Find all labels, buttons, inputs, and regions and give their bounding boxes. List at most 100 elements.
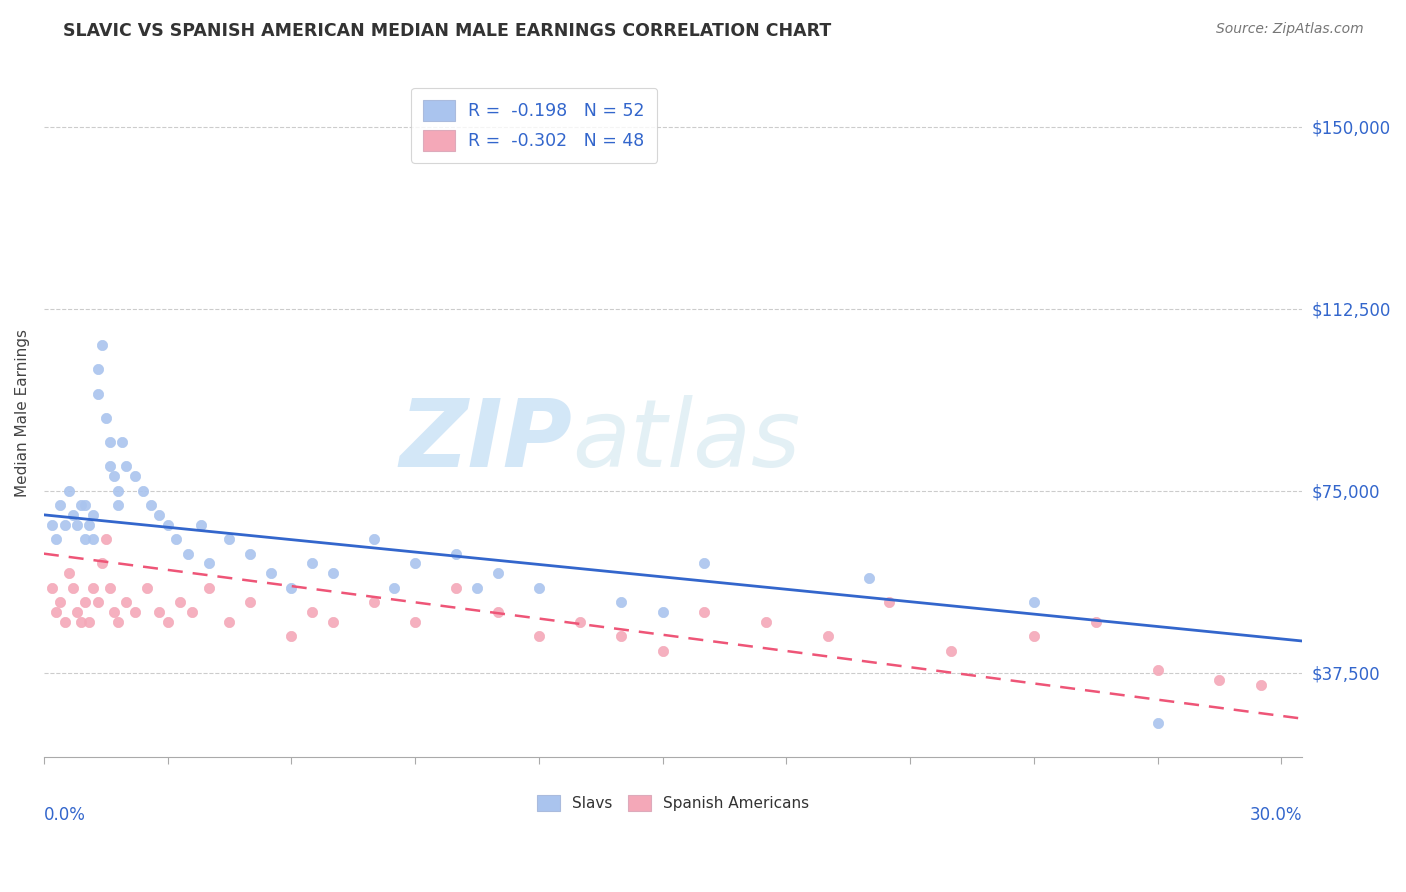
- Point: [124, 469, 146, 483]
- Point: [218, 532, 240, 546]
- Point: [86, 362, 108, 376]
- Point: [817, 629, 839, 643]
- Point: [90, 557, 112, 571]
- Point: [98, 435, 121, 450]
- Point: [82, 532, 104, 546]
- Point: [858, 571, 880, 585]
- Point: [363, 532, 385, 546]
- Point: [1084, 615, 1107, 629]
- Point: [70, 498, 93, 512]
- Point: [132, 483, 155, 498]
- Point: [82, 581, 104, 595]
- Point: [58, 566, 80, 580]
- Point: [260, 566, 283, 580]
- Point: [98, 581, 121, 595]
- Point: [363, 595, 385, 609]
- Point: [66, 517, 89, 532]
- Point: [115, 595, 138, 609]
- Point: [45, 532, 67, 546]
- Point: [322, 566, 344, 580]
- Point: [98, 459, 121, 474]
- Point: [941, 643, 963, 657]
- Point: [486, 605, 509, 619]
- Text: atlas: atlas: [572, 395, 800, 486]
- Point: [86, 386, 108, 401]
- Point: [136, 581, 159, 595]
- Point: [1022, 629, 1045, 643]
- Text: 30.0%: 30.0%: [1250, 805, 1302, 823]
- Point: [107, 483, 129, 498]
- Point: [41, 517, 63, 532]
- Point: [610, 595, 633, 609]
- Point: [45, 605, 67, 619]
- Point: [107, 615, 129, 629]
- Point: [198, 581, 221, 595]
- Point: [446, 547, 468, 561]
- Point: [41, 581, 63, 595]
- Point: [70, 615, 93, 629]
- Point: [75, 595, 97, 609]
- Point: [90, 338, 112, 352]
- Point: [322, 615, 344, 629]
- Point: [527, 581, 550, 595]
- Point: [75, 532, 97, 546]
- Point: [148, 508, 170, 522]
- Point: [169, 595, 191, 609]
- Point: [156, 615, 179, 629]
- Point: [148, 605, 170, 619]
- Point: [86, 595, 108, 609]
- Point: [82, 508, 104, 522]
- Point: [177, 547, 200, 561]
- Point: [1022, 595, 1045, 609]
- Point: [53, 615, 76, 629]
- Point: [569, 615, 592, 629]
- Point: [879, 595, 901, 609]
- Text: ZIP: ZIP: [399, 394, 572, 486]
- Point: [111, 435, 134, 450]
- Legend: Slavs, Spanish Americans: Slavs, Spanish Americans: [529, 788, 817, 819]
- Point: [280, 581, 302, 595]
- Point: [190, 517, 212, 532]
- Point: [465, 581, 488, 595]
- Point: [404, 557, 426, 571]
- Point: [77, 517, 100, 532]
- Point: [198, 557, 221, 571]
- Point: [115, 459, 138, 474]
- Point: [1250, 678, 1272, 692]
- Point: [75, 498, 97, 512]
- Point: [58, 483, 80, 498]
- Point: [1146, 663, 1168, 677]
- Point: [53, 517, 76, 532]
- Point: [651, 643, 673, 657]
- Point: [610, 629, 633, 643]
- Point: [124, 605, 146, 619]
- Point: [49, 498, 72, 512]
- Point: [62, 581, 84, 595]
- Point: [103, 469, 125, 483]
- Point: [239, 547, 262, 561]
- Point: [280, 629, 302, 643]
- Point: [62, 508, 84, 522]
- Text: 0.0%: 0.0%: [44, 805, 86, 823]
- Point: [156, 517, 179, 532]
- Point: [107, 498, 129, 512]
- Point: [486, 566, 509, 580]
- Point: [651, 605, 673, 619]
- Point: [446, 581, 468, 595]
- Point: [404, 615, 426, 629]
- Point: [301, 605, 323, 619]
- Point: [693, 557, 716, 571]
- Point: [77, 615, 100, 629]
- Text: SLAVIC VS SPANISH AMERICAN MEDIAN MALE EARNINGS CORRELATION CHART: SLAVIC VS SPANISH AMERICAN MEDIAN MALE E…: [63, 22, 831, 40]
- Y-axis label: Median Male Earnings: Median Male Earnings: [15, 329, 30, 497]
- Point: [94, 410, 117, 425]
- Point: [181, 605, 204, 619]
- Point: [165, 532, 187, 546]
- Point: [1208, 673, 1230, 687]
- Text: Source: ZipAtlas.com: Source: ZipAtlas.com: [1216, 22, 1364, 37]
- Point: [693, 605, 716, 619]
- Point: [49, 595, 72, 609]
- Point: [239, 595, 262, 609]
- Point: [66, 605, 89, 619]
- Point: [94, 532, 117, 546]
